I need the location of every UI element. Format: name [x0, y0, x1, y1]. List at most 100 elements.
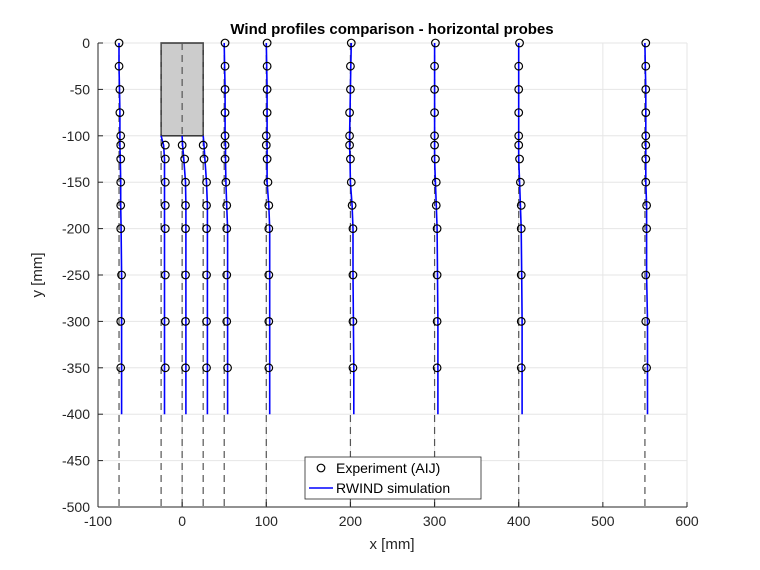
experiment-point [345, 131, 354, 141]
experiment-point [202, 363, 211, 373]
experiment-point [114, 61, 124, 71]
experiment-point [116, 131, 126, 141]
experiment-point [160, 270, 170, 280]
legend: Experiment (AIJ) RWIND simulation [304, 456, 482, 500]
experiment-point [516, 200, 526, 210]
experiment-point [199, 154, 209, 164]
experiment-point [114, 38, 124, 48]
experiment-point [181, 177, 190, 187]
experiment-point [348, 224, 358, 234]
experiment-point [641, 177, 651, 187]
experiment-point [345, 108, 354, 117]
x-tick-label: 600 [675, 513, 699, 529]
experiment-point [430, 84, 439, 94]
legend-label-simulation: RWIND simulation [336, 480, 450, 496]
experiment-point [115, 108, 125, 117]
legend-marker-experiment [316, 463, 326, 473]
experiment-point [641, 270, 651, 280]
experiment-point [262, 108, 272, 117]
experiment-point [430, 140, 439, 150]
experiment-point [346, 177, 356, 187]
experiment-point [221, 177, 231, 187]
experiment-point [160, 224, 170, 234]
experiment-point [432, 270, 442, 280]
y-tick-label: -150 [62, 174, 90, 190]
experiment-point [346, 61, 355, 71]
experiment-point [116, 224, 126, 234]
experiment-point [430, 61, 439, 71]
experiment-point [160, 177, 170, 187]
experiment-point [181, 200, 190, 210]
experiment-point [515, 177, 525, 187]
experiment-point [514, 84, 524, 94]
experiment-point [198, 140, 208, 150]
simulation-line [181, 135, 187, 415]
legend-label-experiment: Experiment (AIJ) [336, 460, 440, 476]
experiment-point [264, 270, 274, 280]
y-tick-label: -350 [62, 360, 90, 376]
experiment-point [261, 140, 271, 150]
experiment-point [514, 61, 524, 71]
experiment-point [641, 108, 651, 117]
experiment-point [430, 131, 439, 141]
experiment-point [160, 363, 170, 373]
experiment-point [514, 140, 524, 150]
experiment-point [220, 131, 230, 141]
experiment-point [516, 224, 526, 234]
experiment-point [432, 317, 442, 326]
experiment-point [432, 363, 442, 373]
experiment-point [515, 38, 524, 48]
experiment-point [641, 38, 651, 48]
experiment-point [220, 108, 230, 117]
simulation-line [160, 135, 166, 415]
experiment-point [263, 177, 273, 187]
x-tick-label: 400 [507, 513, 531, 529]
experiment-point [642, 200, 652, 210]
experiment-point [181, 270, 190, 280]
experiment-point [642, 363, 652, 373]
experiment-point [220, 140, 230, 150]
experiment-point [116, 177, 126, 187]
experiment-point [180, 154, 190, 164]
experiment-point [264, 224, 274, 234]
experiment-point [641, 61, 651, 71]
x-tick-label: 200 [339, 513, 363, 529]
experiment-point [220, 38, 230, 48]
experiment-point [642, 224, 652, 234]
experiment-point [160, 154, 170, 164]
experiment-point [345, 140, 354, 150]
experiment-point [516, 317, 526, 326]
experiment-point [117, 270, 126, 280]
experiment-point [264, 363, 274, 373]
experiment-point [160, 200, 170, 210]
experiment-point [222, 270, 232, 280]
experiment-point [116, 154, 126, 164]
experiment-point [431, 200, 441, 210]
experiment-point [181, 224, 190, 234]
experiment-point [202, 270, 211, 280]
experiment-point [431, 38, 440, 48]
experiment-point [641, 154, 651, 164]
experiment-point [346, 84, 355, 94]
experiment-point [430, 108, 439, 117]
experiment-point [220, 61, 230, 71]
experiment-point [514, 108, 524, 117]
experiment-point [222, 317, 232, 326]
experiment-point [347, 200, 357, 210]
experiment-point [262, 38, 272, 48]
legend-box [304, 456, 482, 500]
experiment-point [514, 131, 524, 141]
chart-title: Wind profiles comparison - horizontal pr… [230, 21, 553, 38]
experiment-point [116, 200, 126, 210]
experiment-point [116, 363, 126, 373]
experiment-point [223, 363, 232, 373]
experiment-point [160, 317, 170, 326]
experiment-point [202, 177, 211, 187]
experiment-point [202, 200, 211, 210]
y-tick-label: -50 [70, 81, 90, 97]
y-tick-label: -200 [62, 221, 90, 237]
experiment-point [262, 154, 272, 164]
experiment-point [264, 317, 274, 326]
experiment-point [202, 317, 211, 326]
